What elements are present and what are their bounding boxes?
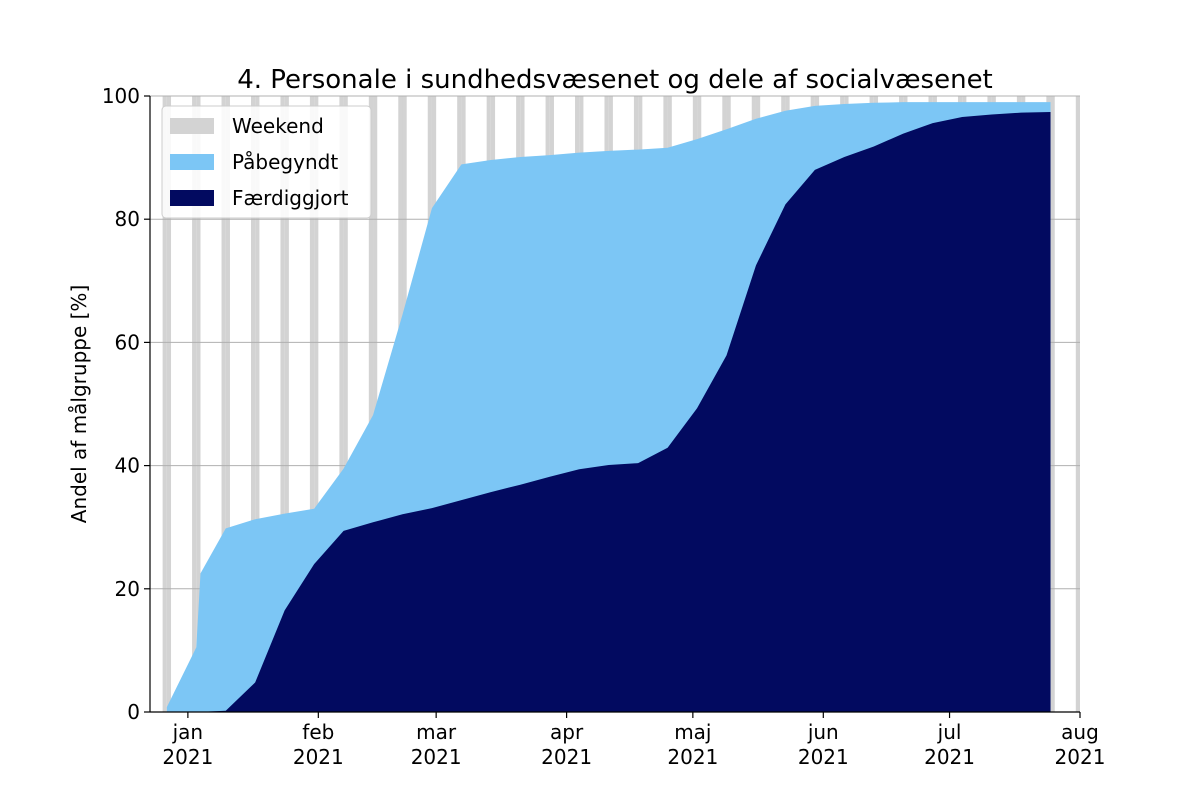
legend-label: Færdiggjort [232, 186, 349, 210]
y-tick-label: 60 [115, 330, 140, 354]
weekend-bar [280, 96, 285, 712]
weekend-bar [309, 96, 315, 712]
y-tick-label: 40 [115, 454, 140, 478]
x-tick-month: aug [1061, 720, 1099, 744]
x-tick-month: feb [302, 720, 334, 744]
legend: Weekend Påbegyndt Færdiggjort [161, 105, 372, 219]
x-tick-month: jul [937, 720, 962, 744]
x-tick-month: maj [674, 720, 711, 744]
x-tick-year: 2021 [541, 745, 592, 769]
x-tick-year: 2021 [162, 745, 213, 769]
x-axis-ticks: jan2021feb2021mar2021apr2021maj2021jun20… [162, 712, 1105, 769]
x-tick-month: jan [172, 720, 204, 744]
weekend-bar [368, 96, 374, 712]
chart-title: 4. Personale i sundhedsvæsenet og dele a… [237, 65, 993, 95]
weekend-bar [373, 96, 378, 712]
weekend-bar [255, 96, 260, 712]
x-tick-year: 2021 [924, 745, 975, 769]
weekend-bar [284, 96, 289, 712]
x-tick-year: 2021 [798, 745, 849, 769]
weekend-bar [1050, 96, 1055, 712]
weekend-bar [166, 96, 172, 712]
weekend-bar [225, 96, 230, 712]
y-tick-label: 80 [115, 207, 140, 231]
weekend-bar [251, 96, 256, 712]
x-tick-year: 2021 [293, 745, 344, 769]
y-tick-label: 100 [102, 84, 140, 108]
weekend-bar [196, 96, 201, 712]
y-axis-ticks: 0 20 40 60 80 100 [102, 84, 150, 724]
legend-box [161, 105, 372, 219]
x-tick-month: jun [807, 720, 839, 744]
weekend-bar [314, 96, 319, 712]
weekend-bar [221, 96, 226, 712]
x-tick-month: mar [416, 720, 457, 744]
weekend-bar [192, 96, 197, 712]
legend-swatch [170, 118, 214, 134]
weekend-bar [162, 96, 167, 712]
weekend-bar [343, 96, 348, 712]
series-area-completed [166, 112, 1051, 712]
x-tick-year: 2021 [411, 745, 462, 769]
x-tick-year: 2021 [667, 745, 718, 769]
x-tick-year: 2021 [1055, 745, 1106, 769]
legend-label: Påbegyndt [232, 150, 338, 174]
legend-swatch [170, 154, 214, 170]
x-tick-month: apr [550, 720, 584, 744]
weekend-bar [1075, 96, 1080, 712]
weekend-bar [339, 96, 344, 712]
legend-label: Weekend [232, 114, 324, 138]
y-tick-label: 20 [115, 577, 140, 601]
legend-swatch [170, 190, 214, 206]
data-areas [166, 102, 1051, 712]
axes [149, 96, 1080, 713]
y-tick-label: 0 [127, 700, 140, 724]
y-axis-label: Andel af målgruppe [%] [67, 285, 91, 523]
